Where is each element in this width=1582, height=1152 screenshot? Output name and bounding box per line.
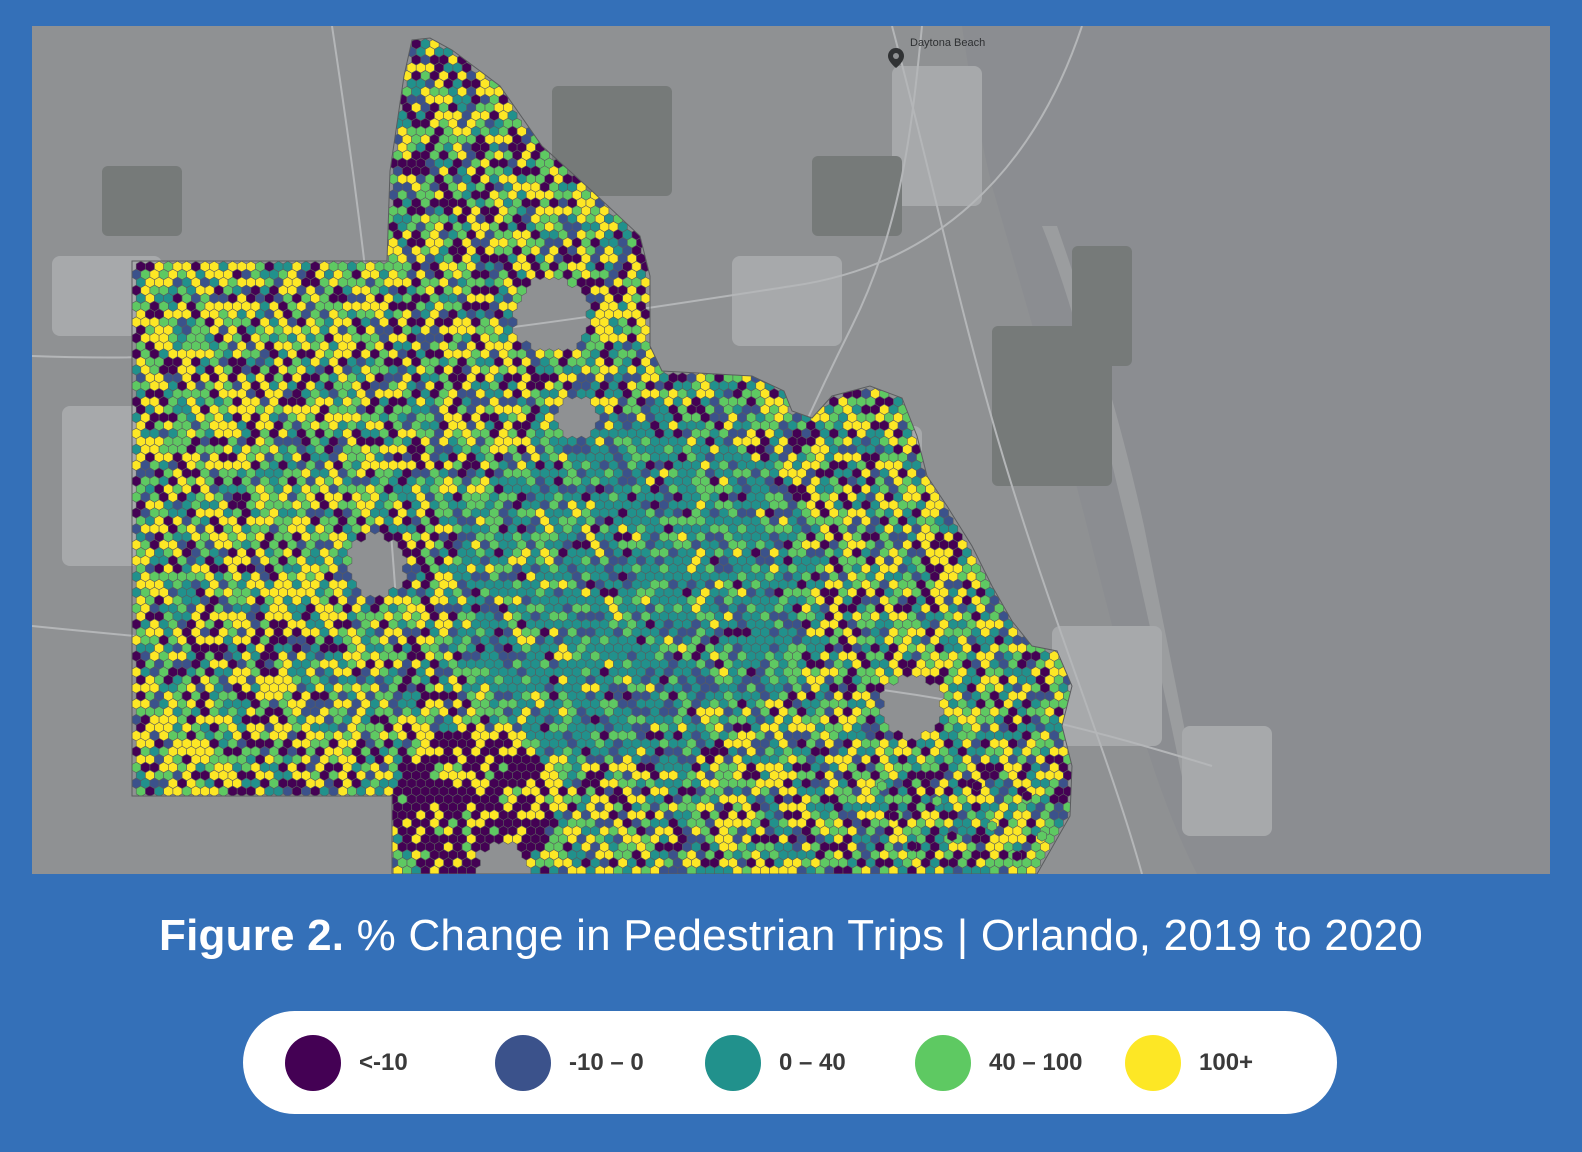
hex-cell [383, 531, 394, 543]
hex-cell [911, 666, 922, 678]
hex-cell [567, 388, 578, 400]
basemap-ocean [962, 26, 1550, 874]
hex-cell [369, 523, 380, 535]
hexbin-layer [132, 38, 1072, 874]
basemap-lagoon [1042, 226, 1204, 826]
hex-cell [576, 388, 587, 400]
hex-cell [567, 276, 578, 289]
hex-cell [925, 674, 936, 686]
basemap-parks [102, 86, 1132, 486]
hex-cell [544, 268, 555, 281]
hex-cell [553, 268, 564, 281]
hex-cell [356, 531, 367, 543]
hexbin-map[interactable]: Daytona Beach [32, 26, 1550, 874]
hex-cell [902, 666, 913, 678]
hex-cell [535, 268, 546, 281]
map-panel[interactable]: Daytona Beach [32, 26, 1550, 874]
hex-cell [888, 674, 899, 686]
